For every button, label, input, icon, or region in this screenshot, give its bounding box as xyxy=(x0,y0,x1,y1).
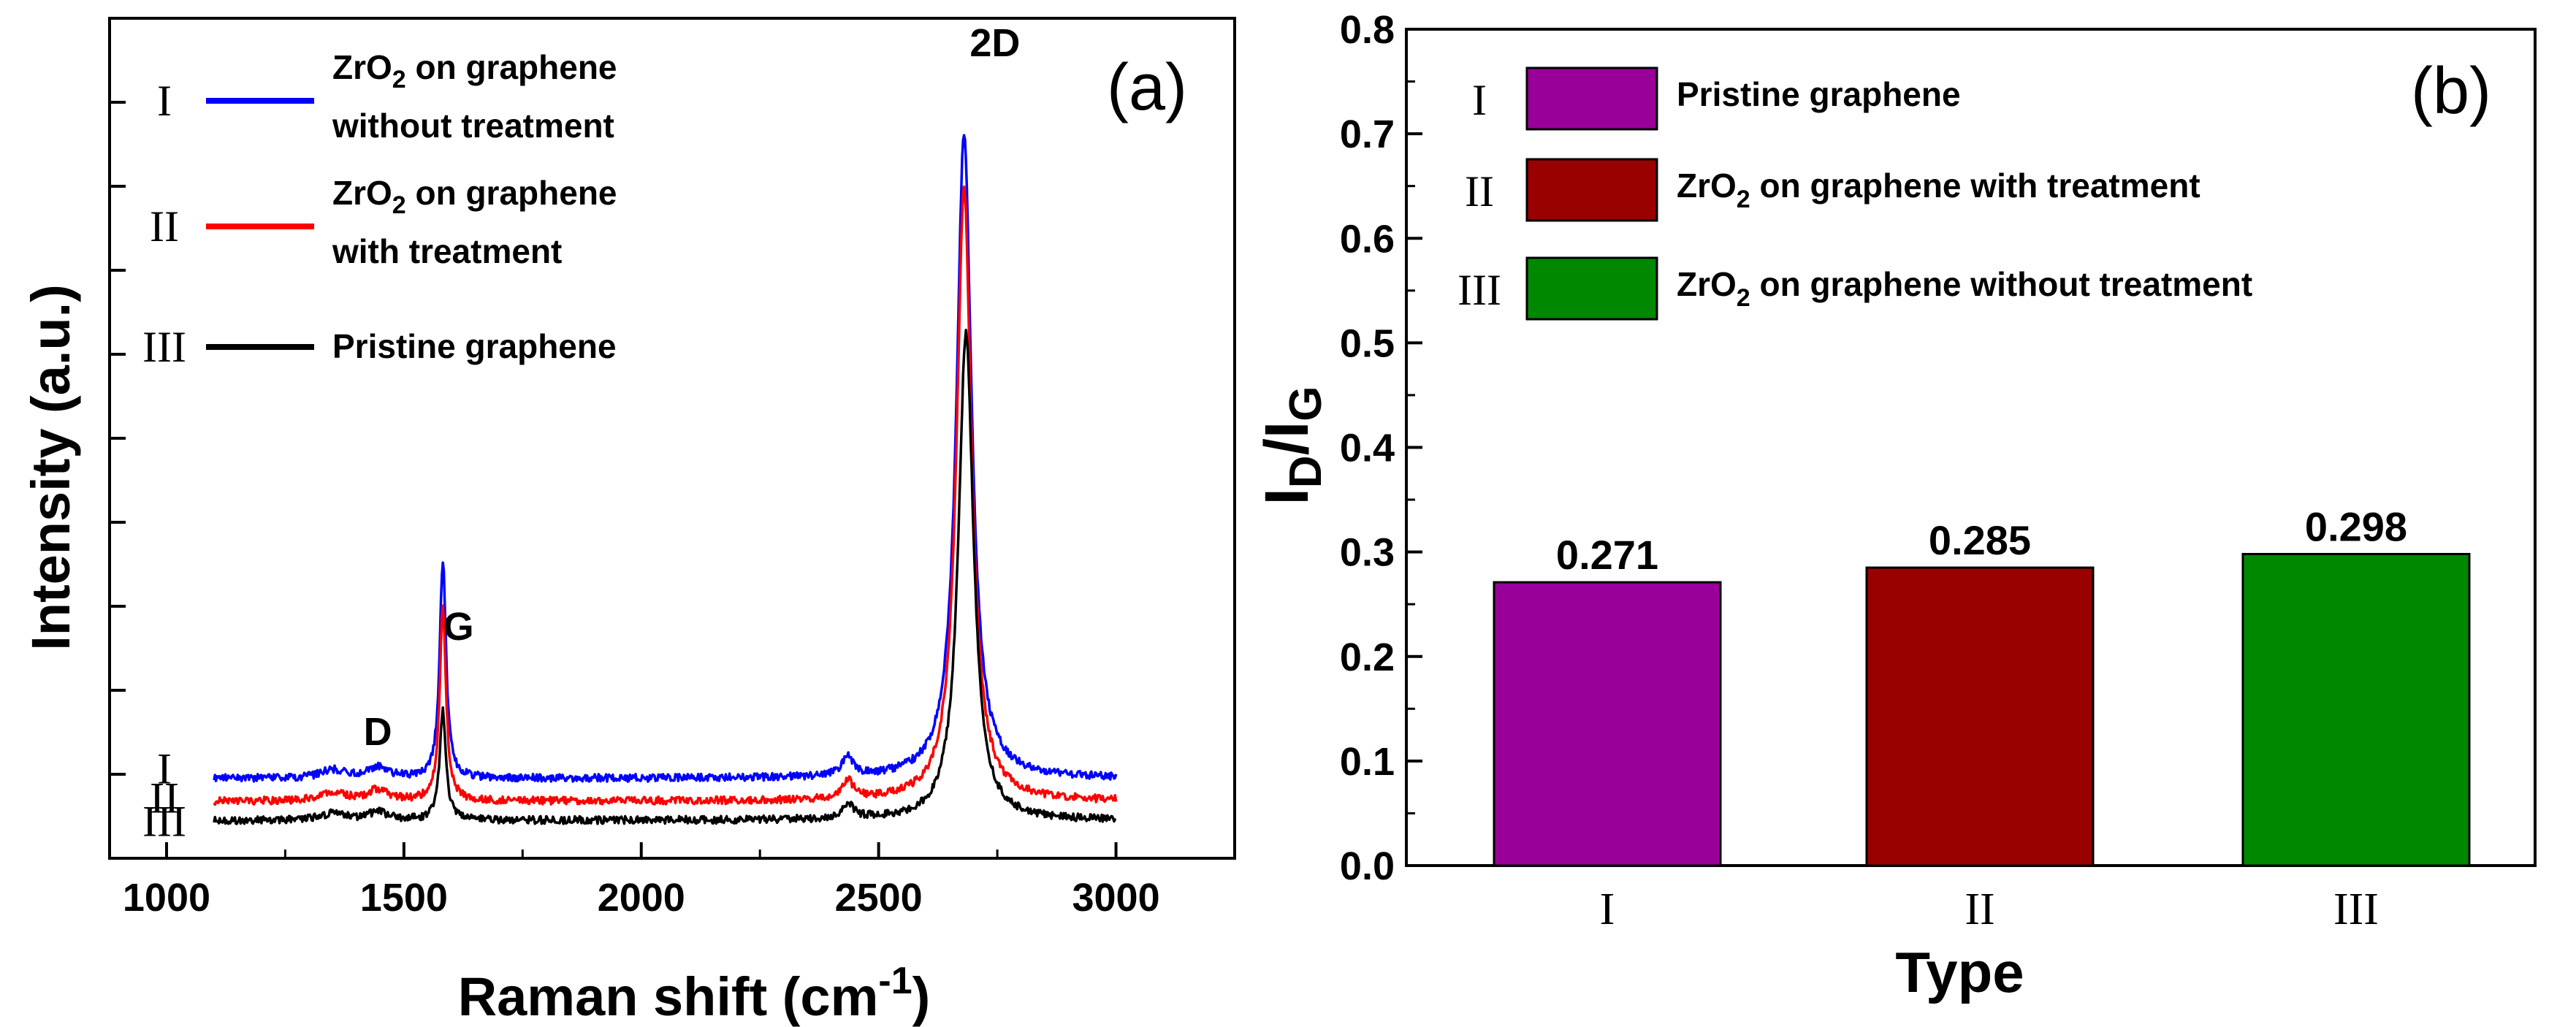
x-axis-label-superscript: -1 xyxy=(878,960,912,1002)
legend-label-text: on graphene without treatment xyxy=(1750,265,2252,303)
y-tick-label: 0.0 xyxy=(1340,844,1395,888)
legend-label-text: on graphene with treatment xyxy=(1750,167,2200,205)
plot-frame xyxy=(108,17,1236,860)
legend-label-subscript: 2 xyxy=(1737,186,1750,213)
bar-value-label: 0.285 xyxy=(1929,517,2031,563)
bar-value-label: 0.298 xyxy=(2305,503,2407,549)
legend-label: ZrO2 on graphene with treatment xyxy=(1677,167,2200,213)
legend-label: Pristine graphene xyxy=(1677,75,1961,113)
legend-roman: III xyxy=(142,323,186,371)
legend-swatch xyxy=(1525,158,1658,222)
spectrum-line-I xyxy=(213,134,1118,783)
x-tick-label: II xyxy=(1965,885,1994,934)
y-tick-label: 0.1 xyxy=(1340,740,1395,784)
x-tick-label: 1000 xyxy=(123,876,210,920)
x-axis-label-close: ) xyxy=(912,966,931,1027)
legend-label-line2: without treatment xyxy=(332,107,614,145)
x-tick-label: 1500 xyxy=(360,876,448,920)
y-axis-label-subscript: D xyxy=(1281,455,1331,488)
peak-label: 2D xyxy=(969,21,1020,65)
x-axis-label: Type xyxy=(1895,940,2024,1004)
y-tick-label: 0.4 xyxy=(1340,427,1395,470)
y-axis-label-main: I xyxy=(1252,488,1321,505)
bar-III xyxy=(2241,552,2471,867)
legend-swatch xyxy=(1525,66,1658,131)
x-axis-label-main: Raman shift (cm xyxy=(458,966,879,1027)
x-tick-label: III xyxy=(2333,885,2379,934)
y-axis-label: ID/IG xyxy=(1252,386,1331,505)
legend-label: ZrO2 on graphene xyxy=(332,174,617,219)
raman-spectrum-panel: 1000 1500 2000 2500 3000 Raman shift (cm-1) In… xyxy=(20,17,1236,1027)
y-tick-label: 0.6 xyxy=(1340,217,1395,261)
legend-label-subscript: 2 xyxy=(392,191,406,219)
id-ig-bar-panel: 0.00.10.20.30.40.50.60.70.8ID/IG0.271I0.… xyxy=(1252,8,2537,1004)
legend-roman: II xyxy=(1465,167,1494,215)
legend-label-text: on graphene xyxy=(406,48,617,86)
legend-swatch xyxy=(1525,256,1658,321)
legend-roman: I xyxy=(1472,76,1487,124)
x-tick-label: 3000 xyxy=(1072,876,1159,920)
legend-label-text: Pristine graphene xyxy=(1677,75,1961,113)
panel-label: (b) xyxy=(2411,55,2491,128)
y-tick-label: 0.2 xyxy=(1340,635,1395,679)
curve-label: III xyxy=(142,798,186,846)
curve-label: I xyxy=(157,744,172,793)
x-tick-label: 2500 xyxy=(835,876,923,920)
legend-roman: II xyxy=(150,202,179,251)
y-tick-label: 0.8 xyxy=(1340,8,1395,52)
legend-label-line2: with treatment xyxy=(332,232,562,270)
y-tick-label: 0.3 xyxy=(1340,531,1395,575)
peak-label: D xyxy=(364,710,392,754)
x-tick-label: I xyxy=(1600,885,1615,934)
legend-roman: I xyxy=(157,77,172,125)
panel-label: (a) xyxy=(1107,51,1187,124)
y-tick-label: 0.7 xyxy=(1340,112,1395,156)
x-axis-label: Raman shift (cm-1) xyxy=(458,960,931,1027)
legend-label-text: ZrO xyxy=(332,48,392,86)
bar-II xyxy=(1865,566,2095,867)
curve-label: II xyxy=(150,774,179,822)
spectrum-line-II xyxy=(213,185,1118,806)
legend-label-text: Pristine graphene xyxy=(332,327,617,365)
legend-label-subscript: 2 xyxy=(392,66,406,93)
legend-label: ZrO2 on graphene xyxy=(332,48,617,93)
legend-label: ZrO2 on graphene without treatment xyxy=(1677,265,2252,312)
legend-label-text: ZrO xyxy=(332,174,392,212)
x-tick-label: 2000 xyxy=(598,876,685,920)
peak-label: G xyxy=(443,605,474,649)
legend-label-subscript: 2 xyxy=(1737,284,1750,312)
legend-label: Pristine graphene xyxy=(332,327,617,365)
bar-I xyxy=(1493,581,1722,867)
legend-label-text: on graphene xyxy=(406,174,617,212)
legend-label-text: ZrO xyxy=(1677,167,1737,205)
y-axis-label-subscript: G xyxy=(1281,386,1331,421)
y-axis-label: Intensity (a.u.) xyxy=(20,284,81,651)
bar-value-label: 0.271 xyxy=(1556,532,1658,578)
y-axis-label-main: /I xyxy=(1252,421,1321,456)
legend-roman: III xyxy=(1457,266,1501,314)
legend-label-text: ZrO xyxy=(1677,265,1737,303)
spectrum-line-III xyxy=(213,329,1117,825)
y-tick-label: 0.5 xyxy=(1340,321,1395,365)
